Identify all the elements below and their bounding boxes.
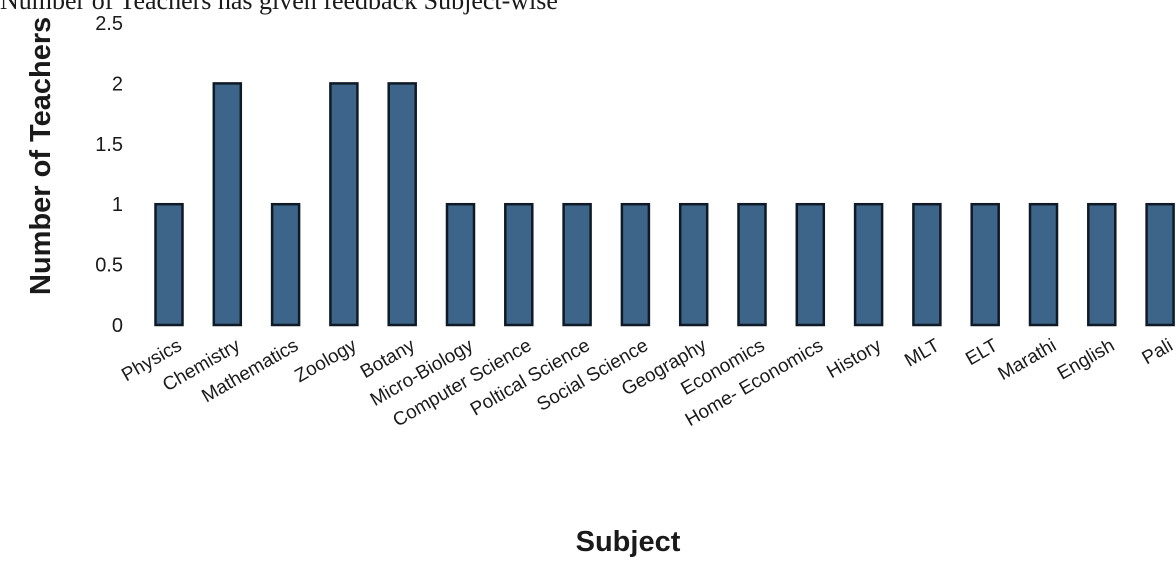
bar (678, 202, 709, 327)
bar (270, 202, 301, 327)
x-axis-title: Subject (576, 526, 681, 558)
bar (212, 82, 243, 327)
bar (1087, 202, 1117, 327)
y-tick-label: 1.5 (95, 134, 123, 156)
bar (1145, 202, 1175, 327)
bar (737, 202, 767, 327)
y-axis-title: Number of Teachers (25, 17, 57, 295)
y-tick-label: 2 (112, 73, 123, 95)
x-tick-label: MLT (901, 335, 944, 372)
bar (912, 202, 942, 327)
y-axis-ticks: 0 0.5 1 1.5 2 2.5 (95, 13, 123, 337)
y-tick-label: 1 (112, 194, 123, 216)
bar (620, 202, 651, 327)
bar (329, 82, 359, 327)
bar (1028, 202, 1059, 327)
bar (853, 202, 884, 327)
x-tick-label: English (1054, 335, 1118, 384)
y-tick-label: 2.5 (95, 13, 123, 35)
y-tick-label: 0 (112, 315, 123, 337)
bar (504, 202, 534, 327)
bar (387, 82, 417, 327)
x-tick-label: Marathi (995, 335, 1060, 385)
bar (445, 202, 476, 327)
bar (970, 202, 1000, 327)
bar (795, 202, 826, 327)
bars (154, 82, 1175, 327)
x-axis-labels: PhysicsChemistryMathematicsZoologyBotany… (118, 335, 1176, 432)
x-tick-label: Zoology (291, 335, 360, 387)
chart-title: Number of Teachers has given feedback Su… (0, 0, 558, 15)
x-tick-label: ELT (962, 335, 1002, 370)
y-tick-label: 0.5 (95, 255, 123, 277)
bar (154, 202, 184, 327)
x-tick-label: Pali (1139, 335, 1176, 369)
bar (562, 202, 592, 327)
x-tick-label: History (823, 335, 885, 383)
